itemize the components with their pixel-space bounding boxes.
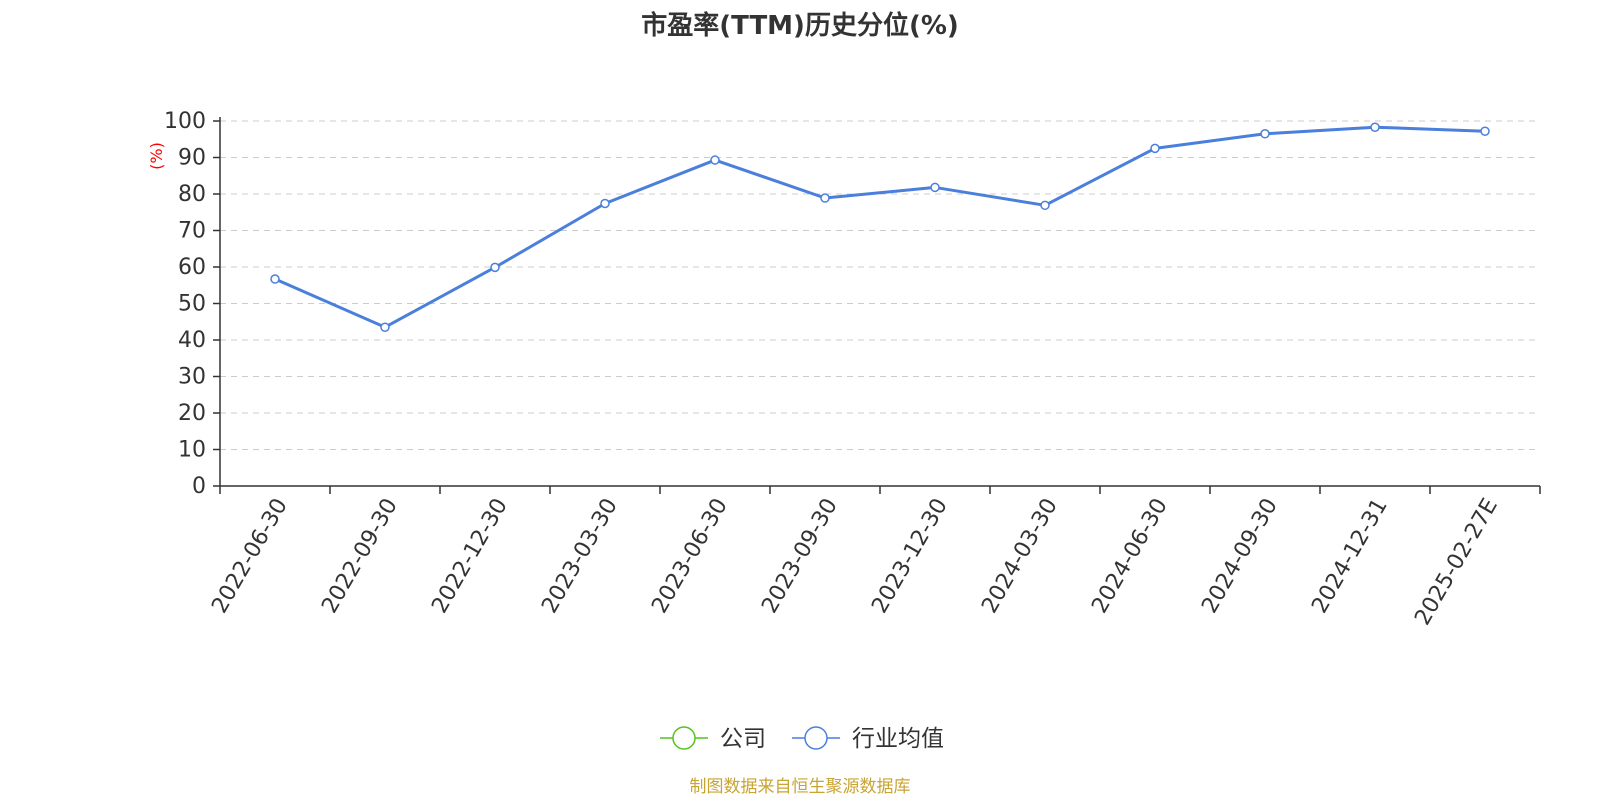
data-point xyxy=(380,322,390,332)
legend-item[interactable]: 公司 xyxy=(660,726,766,752)
y-tick-label: 80 xyxy=(178,182,206,207)
y-axis-label: (%) xyxy=(147,142,166,170)
data-point xyxy=(490,262,500,273)
y-tick-label: 0 xyxy=(192,474,206,499)
legend-item[interactable]: 行业均值 xyxy=(792,726,944,752)
data-point xyxy=(600,198,610,209)
data-point xyxy=(1040,200,1050,211)
data-point xyxy=(270,274,280,284)
data-point xyxy=(710,155,720,165)
legend-label: 公司 xyxy=(720,726,766,752)
x-tick-label: 2025-02-27E xyxy=(1410,494,1503,629)
x-tick-label: 2024-12-31 xyxy=(1307,494,1393,617)
series-line xyxy=(274,125,1486,329)
x-tick-label: 2023-12-30 xyxy=(867,494,953,617)
x-tick-label: 2023-06-30 xyxy=(647,494,733,617)
data-point xyxy=(1150,143,1160,154)
data-point xyxy=(1260,129,1270,139)
y-tick-label: 30 xyxy=(178,365,206,390)
y-tick-label: 10 xyxy=(178,438,206,463)
y-tick-label: 20 xyxy=(178,401,206,426)
legend-marker xyxy=(672,726,696,750)
legend-label: 行业均值 xyxy=(852,726,944,752)
y-tick-label: 40 xyxy=(178,328,206,353)
x-tick-label: 2023-03-30 xyxy=(537,494,623,617)
x-tick-label: 2023-09-30 xyxy=(757,494,843,617)
x-tick-label: 2024-06-30 xyxy=(1087,494,1173,617)
chart-title: 市盈率(TTM)历史分位(%) xyxy=(641,10,959,41)
grid xyxy=(220,120,1540,450)
y-tick-label: 70 xyxy=(178,219,206,244)
series xyxy=(270,122,1490,332)
data-point xyxy=(930,182,940,193)
x-tick-label: 2022-09-30 xyxy=(317,494,403,617)
axes xyxy=(219,117,1540,487)
data-point xyxy=(1480,126,1490,136)
data-point xyxy=(820,193,830,203)
y-ticks: 0 10 20 30 40 50 60 70 80 90 100 xyxy=(164,109,220,499)
source-text: 制图数据来自恒生聚源数据库 xyxy=(690,777,911,797)
legend[interactable]: 公司 行业均值 xyxy=(660,726,944,752)
x-tick-label: 2022-12-30 xyxy=(427,494,513,617)
y-tick-label: 50 xyxy=(178,292,206,317)
data-point xyxy=(1370,122,1380,132)
y-tick-label: 90 xyxy=(178,146,206,171)
y-tick-label: 60 xyxy=(178,255,206,280)
x-tick-label: 2024-03-30 xyxy=(977,494,1063,617)
x-tick-label: 2024-09-30 xyxy=(1197,494,1283,617)
x-ticks: 2022-06-30 2022-09-30 2022-12-30 2023-03-30… xyxy=(207,486,1541,630)
legend-marker xyxy=(804,726,828,750)
y-tick-label: 100 xyxy=(164,109,206,134)
x-tick-label: 2022-06-30 xyxy=(207,494,293,617)
